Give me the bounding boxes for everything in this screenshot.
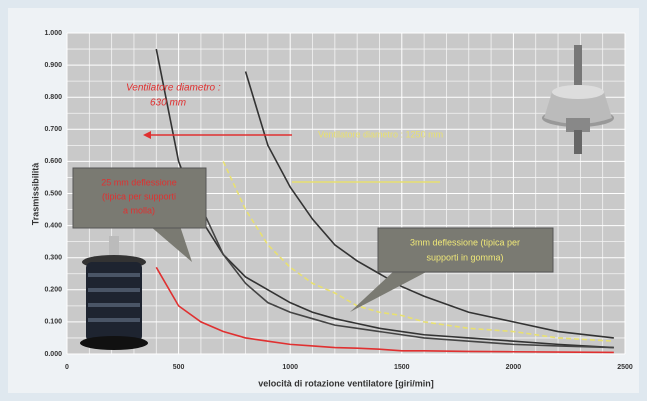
lines <box>155 48 614 354</box>
x-tick-label: 1500 <box>394 364 410 371</box>
series-line <box>155 266 614 354</box>
callout-text: 25 mm deflessione <box>101 177 177 187</box>
y-tick-label: 0.400 <box>44 222 62 229</box>
x-tick-label: 0 <box>65 364 69 371</box>
callout-text: 3mm deflessione (tipica per <box>410 237 520 247</box>
y-tick-label: 0.900 <box>44 62 62 69</box>
annotation: Ventilatore diametro : <box>126 83 221 94</box>
y-tick-label: 0.000 <box>44 351 62 358</box>
callout-box <box>377 227 554 273</box>
y-tick-label: 0.100 <box>44 319 62 326</box>
y-tick-label: 0.600 <box>44 158 62 165</box>
x-tick-label: 500 <box>173 364 185 371</box>
callout-box <box>72 167 207 229</box>
y-tick-label: 0.800 <box>44 94 62 101</box>
annotation: Ventilatore diametro : 1250 mm <box>318 129 443 139</box>
x-axis-label: velocità di rotazione ventilatore [giri/… <box>258 378 434 388</box>
callout-pointer <box>350 270 430 312</box>
y-tick-label: 0.300 <box>44 255 62 262</box>
series-line <box>155 48 614 349</box>
series-line <box>222 161 614 342</box>
callout-pointer <box>150 226 192 262</box>
rubber-mount-image <box>542 45 614 154</box>
callout-text: a molla) <box>123 205 155 215</box>
annotation: 630 mm <box>150 98 186 109</box>
y-tick-label: 0.200 <box>44 287 62 294</box>
callout-text: supporti in gomma) <box>426 252 503 262</box>
series-line <box>244 71 614 339</box>
x-tick-label: 2500 <box>617 364 633 371</box>
x-tick-label: 1000 <box>282 364 298 371</box>
y-tick-label: 0.700 <box>44 126 62 133</box>
x-tick-label: 2000 <box>506 364 522 371</box>
spring-mount-image <box>80 236 148 350</box>
arrowhead <box>143 131 151 139</box>
y-tick-label: 0.500 <box>44 190 62 197</box>
series-line <box>200 206 614 349</box>
y-tick-label: 1.000 <box>44 30 62 37</box>
y-axis-label: Trasmissibilità <box>30 162 40 226</box>
callout-text: (tipica per supporti <box>102 191 176 201</box>
